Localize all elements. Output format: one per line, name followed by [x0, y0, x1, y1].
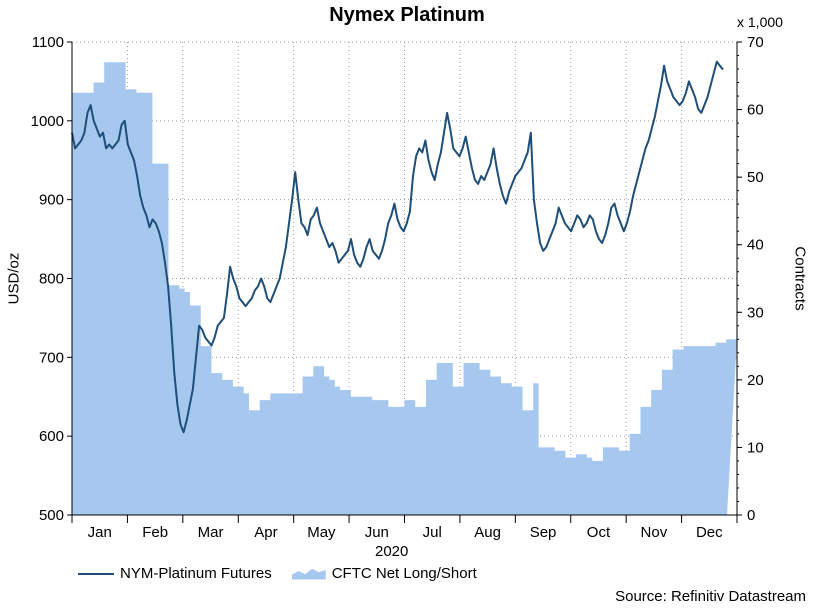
month-label: Jul [423, 524, 442, 541]
legend-line-swatch [78, 572, 114, 575]
month-label: Aug [474, 524, 501, 541]
month-label: Feb [142, 524, 168, 541]
right-tick-label: 70 [747, 34, 764, 51]
right-tick-label: 0 [747, 507, 755, 524]
x-axis-year-label: 2020 [375, 543, 409, 560]
legend-label-futures: NYM-Platinum Futures [120, 565, 272, 582]
month-label: Sep [530, 524, 557, 541]
axes: 500 600 700 800 900 1000 1100 0 10 20 30 40 50 60 70 Ja… [31, 34, 764, 541]
legend: NYM-Platinum Futures CFTC Net Long/Short [78, 565, 477, 582]
left-tick-label: 800 [39, 271, 64, 288]
right-tick-label: 10 [747, 439, 764, 456]
month-label: Jan [88, 524, 112, 541]
source-note: Source: Refinitiv Datastream [615, 588, 806, 605]
month-label: Mar [198, 524, 224, 541]
right-tick-label: 30 [747, 304, 764, 321]
month-label: May [307, 524, 336, 541]
month-label: Dec [696, 524, 723, 541]
right-tick-label: 60 [747, 102, 764, 119]
legend-area-swatch [291, 568, 326, 580]
left-tick-label: 900 [39, 192, 64, 209]
left-tick-label: 600 [39, 428, 64, 445]
month-label: Oct [587, 524, 611, 541]
month-label: Jun [365, 524, 389, 541]
left-tick-label: 700 [39, 349, 64, 366]
left-tick-label: 1000 [31, 113, 64, 130]
right-tick-label: 50 [747, 169, 764, 186]
month-label: Apr [254, 524, 277, 541]
left-tick-label: 500 [39, 507, 64, 524]
legend-label-cftc: CFTC Net Long/Short [331, 565, 477, 582]
right-axis-scale-note: x 1,000 [737, 14, 783, 30]
month-label: Nov [641, 524, 668, 541]
cftc-net-area [72, 62, 737, 516]
right-tick-label: 20 [747, 372, 764, 389]
platinum-futures-line [71, 60, 724, 434]
line-layer [71, 60, 724, 434]
left-tick-label: 1100 [32, 34, 64, 51]
chart-title: Nymex Platinum [329, 4, 485, 26]
right-tick-label: 40 [747, 237, 764, 254]
area-layer [72, 62, 737, 516]
